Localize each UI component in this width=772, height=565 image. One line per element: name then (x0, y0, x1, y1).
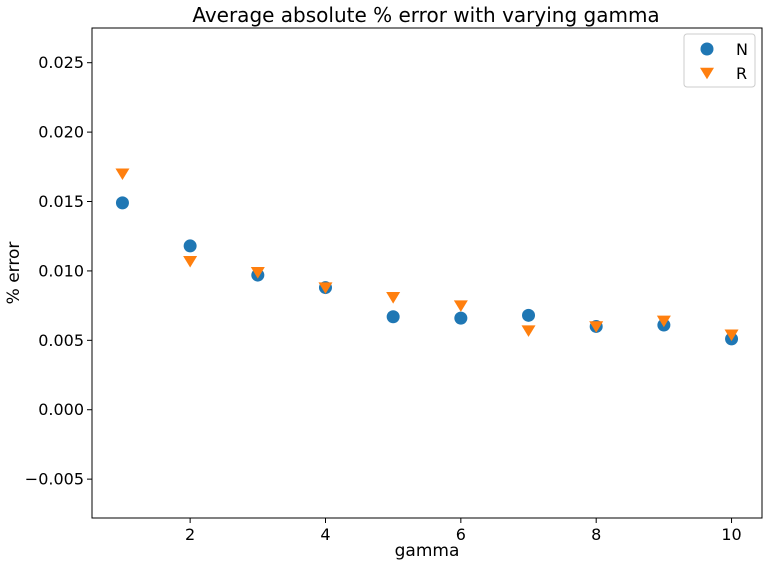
x-tick-label: 8 (591, 525, 601, 544)
x-tick-label: 6 (456, 525, 466, 544)
data-point-r (453, 300, 468, 312)
data-point-r (250, 267, 265, 279)
y-tick-label: 0.010 (38, 261, 84, 280)
data-point-r (183, 255, 198, 268)
y-tick-label: 0.025 (38, 53, 84, 72)
data-point-n (522, 308, 536, 322)
data-point-r (724, 329, 739, 342)
data-points (115, 168, 739, 346)
data-point-r (115, 168, 130, 181)
plot-area (91, 27, 763, 519)
data-point-r (521, 325, 536, 337)
data-point-n (386, 310, 400, 324)
chart-title: Average absolute % error with varying ga… (192, 3, 659, 27)
data-point-r (589, 321, 604, 333)
y-axis-label: % error (4, 242, 24, 305)
x-tick-label: 2 (185, 525, 195, 544)
legend-label-r: R (736, 64, 747, 83)
x-axis-label: gamma (395, 541, 460, 561)
y-axis: −0.005 0.000 0.005 0.010 0.015 0.020 0.025 (25, 53, 92, 489)
x-tick-label: 4 (320, 525, 330, 544)
data-point-r (386, 292, 401, 304)
legend-marker-r (700, 67, 714, 80)
legend-marker-n (700, 42, 714, 56)
y-tick-label: 0.000 (38, 400, 84, 419)
legend: NR (683, 33, 756, 88)
data-point-n (183, 239, 197, 253)
x-axis: 2 4 6 8 10 (185, 518, 742, 544)
x-tick-label: 10 (721, 525, 741, 544)
data-point-n (454, 311, 468, 325)
data-point-n (115, 196, 129, 210)
y-tick-label: −0.005 (25, 470, 84, 489)
y-tick-label: 0.020 (38, 123, 84, 142)
legend-items: NR (700, 40, 748, 83)
legend-label-n: N (736, 40, 748, 59)
series-r (115, 168, 739, 342)
y-tick-label: 0.005 (38, 331, 84, 350)
data-point-r (656, 315, 671, 328)
y-tick-label: 0.015 (38, 192, 84, 211)
data-point-r (318, 282, 333, 294)
